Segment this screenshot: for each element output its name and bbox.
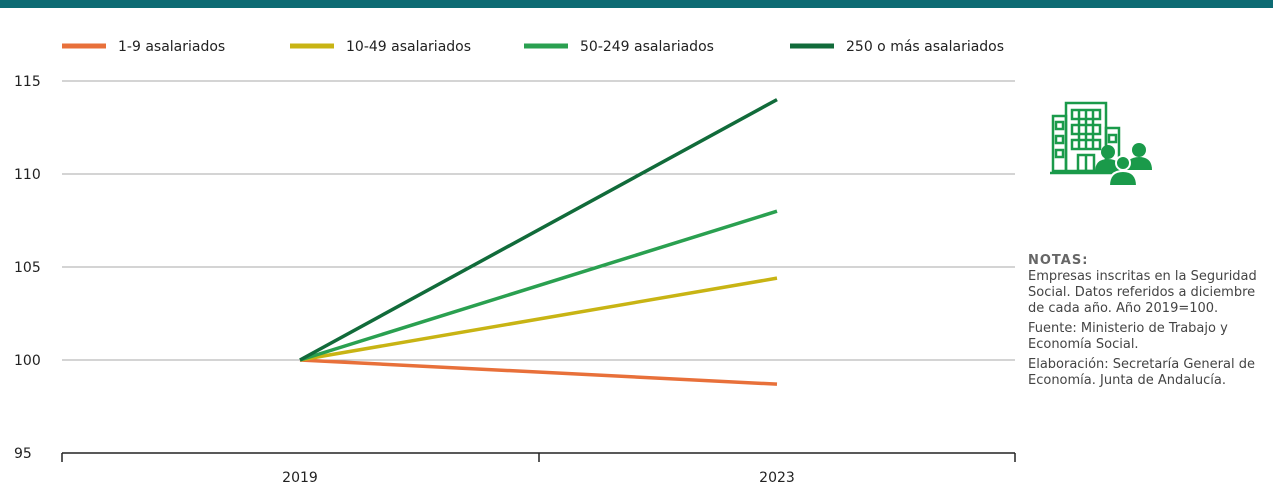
x-tick-label-2023: 2023 [759,470,795,486]
chart-legend: 1-9 asalariados 10-49 asalariados 50-249 a… [62,39,1004,55]
grid-lines [62,80,1015,361]
notes-panel: NOTAS: Empresas inscritas en la Segurida… [1028,253,1268,389]
y-axis-ticks: 95 100 105 110 115 [14,74,41,462]
legend-label-2: 50-249 asalariados [580,39,714,55]
notes-elaboration: Elaboración: Secretaría General de Econo… [1028,357,1268,389]
series-line-0 [299,358,778,386]
y-tick-label-105: 105 [14,260,41,276]
legend-label-3: 250 o más asalariados [846,39,1004,55]
x-tick-label-2019: 2019 [282,470,318,486]
building-with-people-icon [1050,100,1154,194]
series-line-1 [299,276,778,362]
y-tick-label-95: 95 [14,446,32,462]
source-text: Ministerio de Trabajo y Economía Social. [1028,321,1228,352]
series-line-3 [299,98,778,362]
x-axis: 2019 2023 [61,452,1016,486]
top-accent-bar [0,0,1273,8]
notes-body: Empresas inscritas en la Seguridad Socia… [1028,269,1257,316]
y-tick-label-115: 115 [14,74,41,90]
series-line-2 [299,209,778,362]
chart-series [299,98,778,386]
legend-label-0: 1-9 asalariados [118,39,225,55]
y-tick-label-110: 110 [14,167,41,183]
notes-title: NOTAS: [1028,253,1089,268]
notes-source: Fuente: Ministerio de Trabajo y Economía… [1028,321,1268,353]
elaboration-text: Secretaría General de Economía. Junta de… [1028,357,1255,388]
source-label: Fuente: [1028,321,1077,336]
legend-label-1: 10-49 asalariados [346,39,471,55]
elaboration-label: Elaboración: [1028,357,1109,372]
y-tick-label-100: 100 [14,353,41,369]
